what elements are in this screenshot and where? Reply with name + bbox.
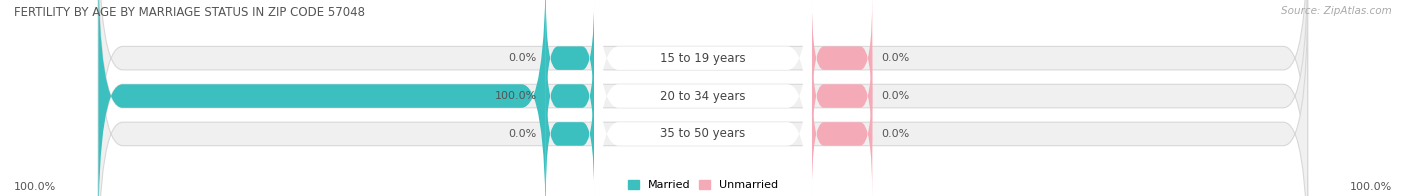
Text: 100.0%: 100.0% xyxy=(495,91,537,101)
Text: 0.0%: 0.0% xyxy=(509,53,537,63)
FancyBboxPatch shape xyxy=(595,0,811,196)
Text: 20 to 34 years: 20 to 34 years xyxy=(661,90,745,103)
Text: 100.0%: 100.0% xyxy=(14,182,56,192)
Text: 100.0%: 100.0% xyxy=(1350,182,1392,192)
Legend: Married, Unmarried: Married, Unmarried xyxy=(627,180,779,191)
FancyBboxPatch shape xyxy=(811,32,872,160)
FancyBboxPatch shape xyxy=(546,70,595,196)
FancyBboxPatch shape xyxy=(811,0,872,122)
FancyBboxPatch shape xyxy=(98,0,1308,196)
FancyBboxPatch shape xyxy=(98,0,546,196)
Text: 0.0%: 0.0% xyxy=(882,91,910,101)
Text: FERTILITY BY AGE BY MARRIAGE STATUS IN ZIP CODE 57048: FERTILITY BY AGE BY MARRIAGE STATUS IN Z… xyxy=(14,6,366,19)
FancyBboxPatch shape xyxy=(98,0,1308,196)
FancyBboxPatch shape xyxy=(546,32,595,160)
Text: Source: ZipAtlas.com: Source: ZipAtlas.com xyxy=(1281,6,1392,16)
Text: 0.0%: 0.0% xyxy=(882,53,910,63)
Text: 35 to 50 years: 35 to 50 years xyxy=(661,127,745,140)
FancyBboxPatch shape xyxy=(595,0,811,196)
FancyBboxPatch shape xyxy=(811,70,872,196)
FancyBboxPatch shape xyxy=(595,0,811,196)
FancyBboxPatch shape xyxy=(546,0,595,122)
Text: 0.0%: 0.0% xyxy=(509,129,537,139)
Text: 15 to 19 years: 15 to 19 years xyxy=(661,52,745,65)
FancyBboxPatch shape xyxy=(98,0,1308,196)
Text: 0.0%: 0.0% xyxy=(882,129,910,139)
